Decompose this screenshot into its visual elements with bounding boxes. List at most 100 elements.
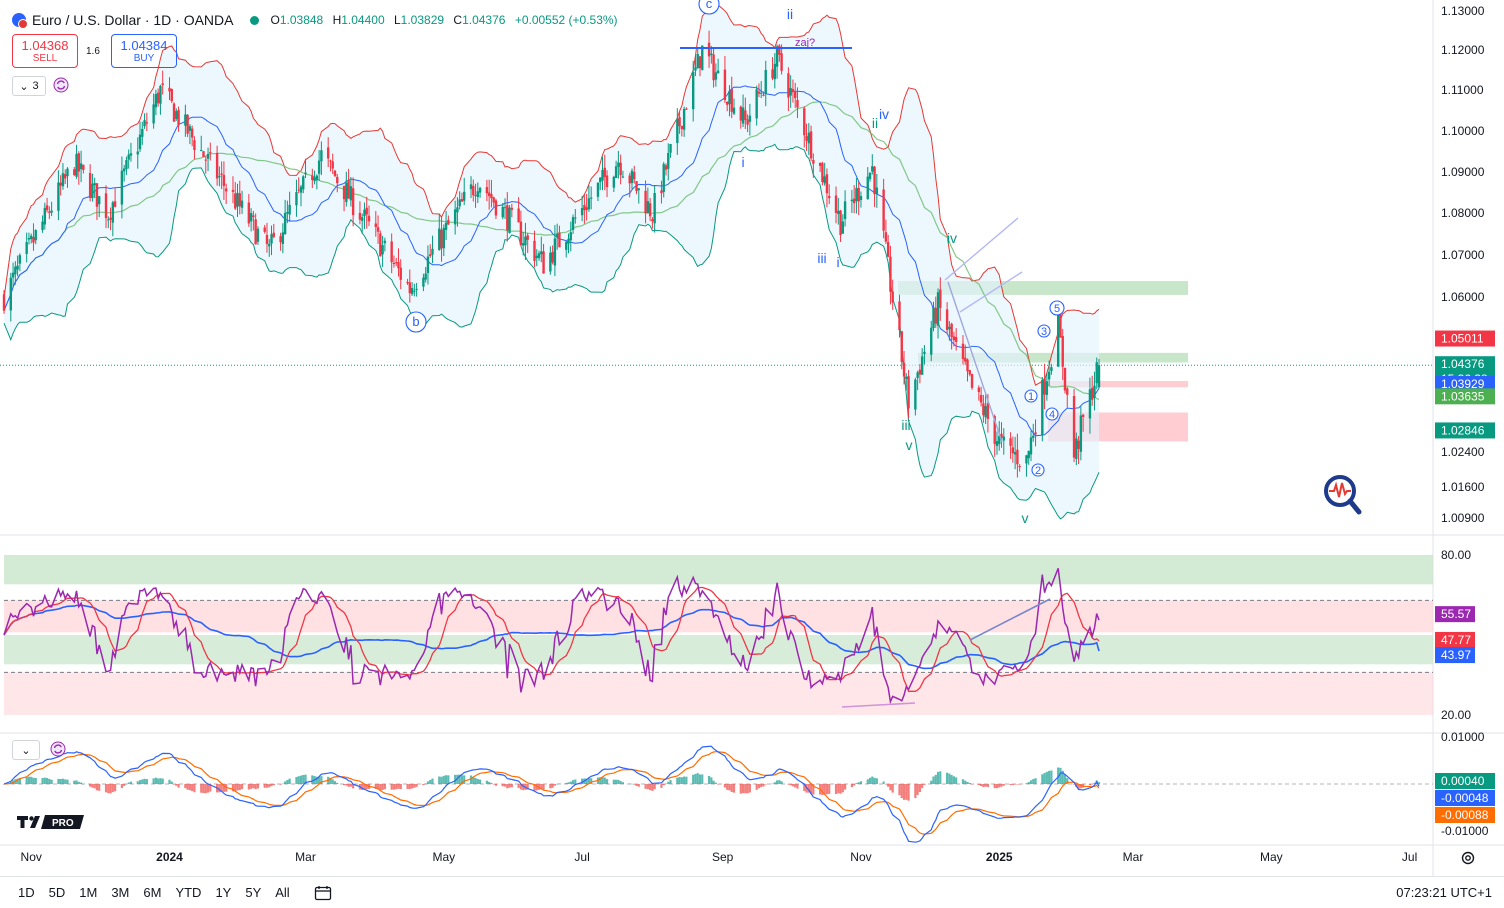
candle-body: [156, 92, 160, 104]
candle-body: [809, 131, 813, 159]
magnifier-icon[interactable]: [1322, 474, 1362, 518]
timeframe-5y[interactable]: 5Y: [245, 885, 262, 900]
rsi-divergence-line-2: [841, 702, 916, 708]
timeframe-5d[interactable]: 5D: [48, 885, 66, 900]
candle-body: [796, 100, 799, 108]
candle-body: [834, 195, 838, 213]
macd-histogram-bar: [145, 779, 148, 784]
macd-histogram-bar: [184, 784, 187, 789]
candle-body: [916, 372, 919, 378]
candle-body: [930, 327, 933, 355]
macd-histogram-bar: [780, 781, 783, 784]
price-axis-tick: 1.13000: [1441, 4, 1485, 18]
timeframe-all[interactable]: All: [275, 885, 290, 900]
macd-histogram-bar: [955, 777, 958, 784]
macd-histogram-bar: [986, 784, 990, 787]
candle-body: [125, 160, 128, 170]
rsi-badge-bg: [1435, 631, 1475, 648]
macd-histogram-bar: [231, 784, 235, 792]
macd-histogram-bar: [907, 784, 910, 801]
sell-button[interactable]: 1.04368 SELL: [12, 34, 78, 68]
candle-body: [79, 163, 83, 170]
symbol-title[interactable]: Euro / U.S. Dollar · 1D · OANDA: [32, 12, 234, 28]
macd-histogram-bar: [236, 784, 239, 791]
candle-body: [476, 191, 480, 198]
candle-body: [807, 132, 811, 144]
candle-body: [313, 177, 316, 182]
macd-histogram-bar: [649, 784, 652, 791]
candle-body: [170, 89, 173, 102]
candle-body: [601, 170, 604, 181]
macd-badge-bg: [1435, 790, 1495, 806]
macd-histogram-bar: [424, 783, 427, 785]
candle-body: [122, 168, 126, 172]
macd-histogram-bar: [1061, 770, 1064, 784]
candle-body: [682, 108, 686, 130]
candle-body: [238, 193, 241, 207]
candle-body: [224, 188, 228, 192]
macd-histogram-bar: [272, 784, 275, 786]
candle-body: [501, 206, 504, 218]
wave-label-iii-2: iii: [901, 417, 910, 433]
channel-line-mid: [959, 271, 1023, 313]
macd-histogram-bar: [1025, 783, 1028, 784]
candle-body: [478, 187, 482, 193]
candle-body: [773, 63, 777, 80]
calendar-icon[interactable]: [314, 885, 332, 901]
timeframe-1d[interactable]: 1D: [18, 885, 35, 900]
price-badge-bg: [1435, 330, 1495, 347]
timeframe-ytd[interactable]: YTD: [175, 885, 202, 900]
macd-histogram-bar: [279, 784, 282, 785]
candle-body: [667, 153, 670, 169]
clock-timezone[interactable]: 07:23:21 UTC+1: [1396, 885, 1492, 900]
gear-icon[interactable]: [1460, 850, 1476, 866]
candle-body: [780, 53, 783, 71]
candle-body: [75, 153, 78, 177]
timeframe-1y[interactable]: 1Y: [215, 885, 232, 900]
candle-body: [521, 243, 525, 246]
candle-body: [27, 238, 31, 240]
refresh-icon[interactable]: [50, 741, 66, 757]
macd-histogram-bar: [191, 784, 194, 792]
macd-histogram-bar: [413, 784, 416, 788]
macd-histogram-bar: [871, 776, 874, 784]
candle-body: [739, 106, 743, 121]
buy-button[interactable]: 1.04384 BUY: [111, 34, 177, 68]
candle-body: [918, 369, 922, 375]
candle-body: [1034, 432, 1037, 435]
time-axis-tick: May: [432, 850, 455, 864]
macd-collapse-button[interactable]: ⌄: [12, 740, 40, 760]
macd-histogram-bar: [390, 784, 393, 790]
candle-body: [25, 242, 28, 254]
candle-body: [1025, 455, 1028, 464]
rsi-pane: [3, 555, 1433, 715]
candle-body: [1027, 451, 1030, 459]
macd-histogram-bar: [1000, 784, 1003, 787]
candle-body: [741, 107, 745, 124]
tradingview-pro-logo[interactable]: PRO: [16, 814, 84, 830]
macd-histogram-bar: [982, 784, 985, 788]
timeframe-1m[interactable]: 1M: [79, 885, 98, 900]
trend-lines: [680, 47, 1023, 443]
candle-body: [691, 72, 695, 110]
candle-body: [247, 202, 251, 224]
macd-histogram-bar: [247, 784, 250, 790]
macd-histogram-bar: [363, 784, 366, 790]
candle-body: [794, 91, 797, 99]
timeframe-6m[interactable]: 6M: [143, 885, 162, 900]
macd-histogram-bar: [170, 781, 173, 784]
timeframe-3m[interactable]: 3M: [111, 885, 130, 900]
macd-histogram-bar: [342, 784, 346, 786]
candle-body: [905, 376, 908, 379]
indicators-collapse-button[interactable]: ⌄ 3: [12, 76, 46, 96]
candle-body: [934, 307, 937, 324]
candle-body: [381, 245, 384, 255]
macd-histogram-bar: [415, 784, 418, 787]
macd-histogram-bar: [859, 781, 863, 784]
macd-histogram-bar: [107, 784, 110, 794]
candle-body: [426, 256, 430, 273]
refresh-icon[interactable]: [53, 77, 69, 93]
candle-body: [843, 201, 847, 219]
candle-body: [791, 89, 795, 92]
